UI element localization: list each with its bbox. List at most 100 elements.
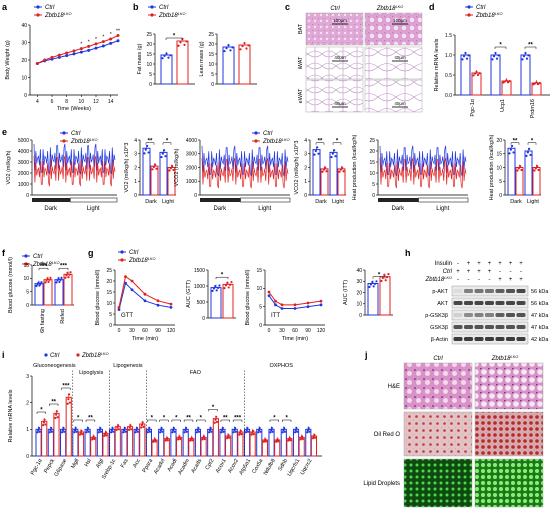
i-bar-ctrl-17-dot [246,430,250,433]
h-band [516,301,526,305]
h-band [453,325,463,329]
i-bar-ctrl-0-dot [36,431,39,434]
i-bar-ko-7-dot [130,428,133,431]
i-bar-ctrl-22-dot [306,429,310,432]
c-col-ko: Zbtb18LKO [376,4,403,12]
i-bar-ko-0-dot [42,424,45,427]
a-star: ** [116,29,120,35]
i-bar-ctrl-4 [84,428,91,457]
i-bar-ctrl-10-dot [159,429,162,432]
i-ylabel: Relative mRNA levels [8,389,14,442]
i-bar-ctrl-16-dot [233,429,236,432]
f-xlabel-0: 6h fasting [40,309,46,333]
i-bar-ctrl-11-dot [171,429,175,432]
e-vo2-trace-dark-bar [32,198,71,202]
h-sign-ko: - [468,277,470,283]
e-vco2-bar-ytick-label: 1 [304,179,307,185]
i-bar-ko-14-dot [215,415,218,418]
e-vco2-bar-bar-ctrl-1 [329,151,338,196]
i-bar-ko-2-dot [67,397,70,401]
legend-e1-ctrl-marker [62,131,66,135]
b-fat-bar-ctrl-dot [163,54,166,57]
d-bar-ctrl-2-dot [521,58,524,61]
i-bar-ko-9-dot [153,438,157,441]
f-ytick-label: 10 [23,276,29,282]
i-bar-ctrl-1-dot [50,430,54,433]
h-band [506,301,515,305]
b-fat-ytick-label: 20 [146,42,152,48]
i-xlabel-12: Acadm [177,458,191,476]
i-bar-ko-16-dot [238,433,241,436]
d-bar-ctrl-1-dot [492,55,496,58]
f-bar-ko-1-dot [67,275,70,279]
g-gtt-point [117,306,121,309]
i-bar-ko-7 [126,426,134,457]
h-band [495,325,505,329]
i-bar-ctrl-19-dot [270,426,273,430]
j-image-ctrl-2 [403,458,473,508]
j-col-ko: Zbtb18LKO [491,354,518,362]
g-auc-itt-star: * [378,272,381,278]
g-itt-xtick-label: 120 [317,328,326,334]
panel-letter-i: i [2,350,5,360]
e-vo2-trace-trace-ctrl [33,143,116,175]
h-band [474,313,484,317]
d-xlabel-0: Pgc-1α [470,98,476,116]
c-scalebar-label: 40μm [394,101,406,106]
e-vo2-trace-ylabel: VO2 (ml/kg/h) [6,150,12,184]
g-itt-xlabel: Time (min) [282,336,308,342]
i-bar-ctrl-4-dot [87,430,90,433]
h-sign-ko: - [457,277,459,283]
g-itt-point [280,307,284,310]
h-band [474,301,484,305]
i-bar-ko-3-dot [80,433,84,436]
a-point [101,44,105,48]
g-auc-itt-bar-ctrl-dot [374,282,377,285]
d-ytick-label: 1.5 [445,33,452,39]
g-auc-gtt-ytick-label: 0 [202,316,205,322]
panel-letter-e: e [2,127,7,137]
e-vco2-bar-bar-ctrl-0-dot [317,152,320,155]
i-star-14: * [285,416,288,422]
a-point [35,62,39,65]
legend-f-ctrl-label: Ctrl [33,254,43,260]
g-gtt-point [143,299,147,303]
i-bar-ctrl-21-dot [295,426,298,430]
d-bar-ctrl-0-dot [465,57,469,60]
d-bar-ko-2-dot [538,82,541,85]
b-lean-bar-ko-dot [243,41,246,45]
d-bar-ctrl-1-dot [495,57,499,60]
i-bar-ko-17 [249,431,256,457]
i-bar-ctrl-11 [170,428,177,457]
panel-letter-h: h [405,248,411,258]
g-auc-itt-bar-ctrl-dot [368,285,371,289]
i-bar-ctrl-22-dot [307,426,310,430]
g-auc-itt-bar-ko-dot [383,273,386,276]
e-vo2-bar-bar-ctrl-1-dot [161,152,164,155]
g-gtt-ytick-label: 25 [106,268,112,274]
e-vo2-bar-xlabel-0: Dark [145,199,157,205]
h-band [464,289,473,293]
i-bar-ko-16-dot [239,429,242,432]
d-ytick-label: 0.5 [445,73,452,79]
i-bar-ko-14-dot [213,421,216,424]
i-bar-ctrl-9-dot [146,431,149,434]
h-band [485,337,494,341]
g-itt-ylabel: Blood glucose (mmol/l) [245,269,251,325]
i-bar-ko-1-dot [55,413,58,416]
e-vo2-bar-star-1-bracket [162,142,172,145]
i-bar-ctrl-18-dot [259,430,262,433]
legend-e1-ctrl-label: Ctrl [71,131,81,137]
e-vo2-bar-bar-ctrl-0-dot [146,144,149,148]
i-bar-ko-12-dot [190,436,193,439]
i-bar-ko-5 [102,432,109,457]
i-star-7-bracket [171,419,181,422]
i-xlabel-4: Hsl [84,458,93,468]
e-vco2-trace-dark-bar [200,198,241,202]
b-fat-star-bracket [165,37,183,40]
f-star-0-bracket [38,267,49,271]
e-vco2-bar-ytick-label: 4 [304,138,307,144]
i-bar-ko-8-dot [140,426,143,429]
